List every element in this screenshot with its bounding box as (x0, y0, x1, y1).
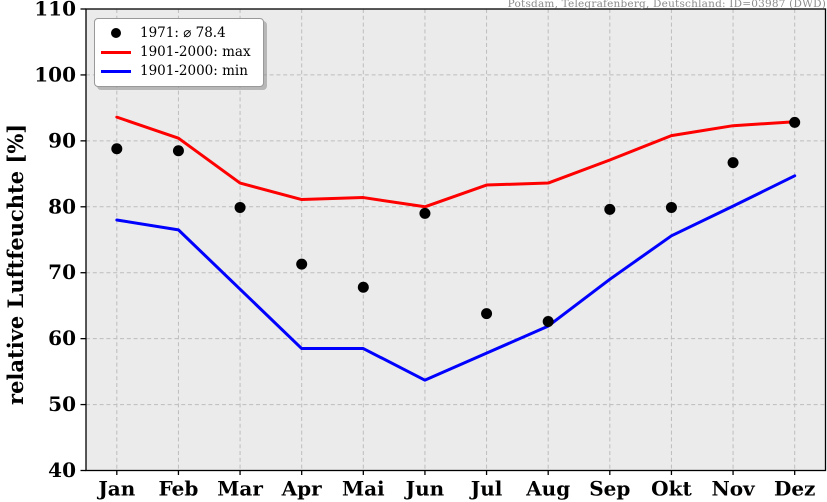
legend-item-min: 1901-2000: min (101, 62, 251, 80)
scatter-point (542, 316, 554, 328)
x-tick-label: Aug (525, 477, 570, 501)
scatter-point (172, 145, 184, 157)
y-tick-label: 110 (34, 0, 76, 21)
y-tick-label: 60 (48, 326, 76, 350)
scatter-point (234, 201, 246, 213)
legend-item-max: 1901-2000: max (101, 43, 251, 61)
scatter-point (481, 308, 493, 320)
legend-item-1971: 1971: ⌀ 78.4 (101, 24, 251, 42)
x-tick-label: Mar (217, 477, 263, 501)
x-tick-label: Jun (404, 477, 445, 501)
y-tick-label: 70 (48, 260, 76, 284)
max-line-icon (101, 50, 131, 54)
y-tick-label: 80 (48, 194, 76, 218)
scatter-point (357, 281, 369, 293)
chart-legend: 1971: ⌀ 78.4 1901-2000: max 1901-2000: m… (94, 18, 264, 87)
legend-dot-marker (101, 28, 131, 38)
max-line (115, 115, 797, 209)
x-tick-label: Sep (589, 477, 630, 501)
x-tick-label: Apr (281, 477, 323, 501)
scatter-point (419, 207, 431, 219)
x-tick-label: Okt (651, 477, 692, 501)
x-tick-label: Nov (711, 477, 756, 501)
scatter-point (727, 157, 739, 169)
scatter-point (789, 116, 801, 128)
legend-label: 1901-2000: min (140, 63, 248, 79)
x-tick-label: Jul (469, 477, 503, 501)
legend-line-marker (101, 69, 131, 73)
scatter-marker-icon (111, 28, 121, 38)
y-tick-label: 40 (48, 458, 76, 482)
y-tick-label: 90 (48, 128, 76, 152)
scatter-point (604, 203, 616, 215)
x-tick-label: Feb (159, 477, 199, 501)
x-tick-label: Dez (774, 477, 815, 501)
min-line (115, 174, 797, 382)
y-tick-label: 100 (34, 62, 76, 86)
scatter-point (111, 143, 123, 155)
y-tick-label: 50 (48, 392, 76, 416)
plot-frame (85, 8, 827, 472)
chart-title: Potsdam, Telegrafenberg, Deutschland: ID… (507, 0, 826, 10)
legend-label: 1901-2000: max (140, 44, 251, 60)
min-line-icon (101, 69, 131, 73)
y-axis-label: relative Luftfeuchte [%] (3, 123, 28, 405)
legend-label: 1971: ⌀ 78.4 (140, 25, 226, 41)
scatter-point (665, 201, 677, 213)
x-tick-label: Jan (96, 477, 135, 501)
legend-line-marker (101, 50, 131, 54)
x-tick-label: Mai (342, 477, 385, 501)
scatter-point (296, 258, 308, 270)
